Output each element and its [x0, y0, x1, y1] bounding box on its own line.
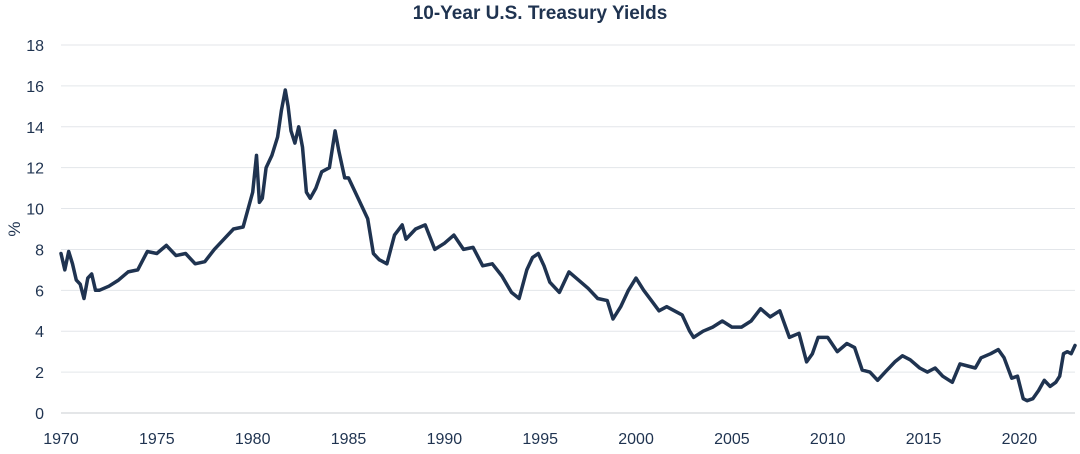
x-tick-label: 1980 [235, 431, 271, 448]
y-axis-label: % [5, 221, 24, 236]
x-tick-label: 1985 [331, 431, 367, 448]
chart-title: 10-Year U.S. Treasury Yields [412, 3, 668, 24]
x-tick-label: 2005 [714, 431, 750, 448]
y-tick-label: 12 [26, 161, 44, 178]
x-tick-label: 1995 [522, 431, 558, 448]
y-tick-label: 10 [26, 202, 44, 219]
x-tick-label: 1990 [427, 431, 463, 448]
y-tick-label: 6 [35, 283, 44, 300]
y-tick-label: 4 [35, 324, 44, 341]
gridlines [61, 44, 1075, 373]
x-tick-label: 2000 [618, 431, 654, 448]
x-tick-label: 2015 [906, 431, 942, 448]
y-tick-label: 18 [26, 38, 44, 55]
x-tick-label: 2010 [810, 431, 846, 448]
series-line-10y-yield [59, 88, 1077, 403]
x-tick-label: 1975 [139, 431, 175, 448]
y-tick-label: 16 [26, 79, 44, 96]
x-axis-ticks: 1970 1975 1980 1985 1990 1995 2000 2005 2010 2015… [43, 431, 1037, 448]
y-tick-label: 14 [26, 120, 44, 137]
y-tick-label: 2 [35, 365, 44, 382]
y-tick-label: 0 [35, 406, 44, 423]
y-axis-ticks: 0 2 4 6 8 10 12 14 16 18 [26, 38, 44, 423]
x-tick-label: 2020 [1002, 431, 1038, 448]
y-tick-label: 8 [35, 242, 44, 259]
x-tick-label: 1970 [43, 431, 79, 448]
